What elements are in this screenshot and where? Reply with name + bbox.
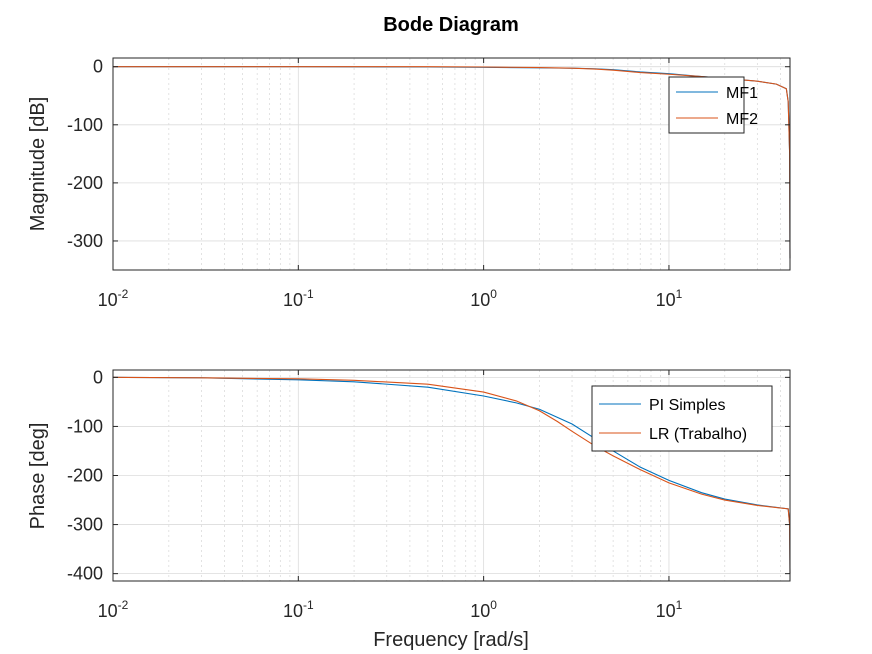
legend-label-mf2: MF2	[726, 111, 758, 128]
magnitude-axes-box	[112, 57, 791, 271]
y-tick-label: -100	[67, 416, 103, 436]
x-tick-label: 10-1	[283, 598, 314, 621]
phase-ticks: 10-2 10-1 100 101 0 -100 -200 -300 -400	[67, 367, 790, 621]
phase-legend-box	[591, 385, 773, 452]
x-tick-label: 10-2	[98, 287, 129, 310]
magnitude-grid	[112, 58, 790, 270]
y-tick-label: 0	[93, 57, 103, 77]
x-tick-label: 10-1	[283, 287, 314, 310]
x-tick-label: 101	[656, 598, 683, 621]
magnitude-ylabel: Magnitude [dB]	[27, 97, 49, 232]
phase-legend: PI Simples LR (Trabalho)	[591, 385, 773, 452]
series-line-mf2	[113, 66, 791, 259]
magnitude-panel: 10-2 10-1 100 101 0 -100 -200 -300 Magnitude [d…	[27, 57, 791, 310]
legend-label-lr-trabalho: LR (Trabalho)	[649, 426, 747, 443]
frequency-xlabel: Frequency [rad/s]	[373, 629, 529, 651]
magnitude-series	[113, 66, 791, 259]
y-tick-label: -200	[67, 173, 103, 193]
magnitude-legend: MF1 MF2	[668, 76, 758, 134]
y-tick-label: -400	[67, 564, 103, 584]
y-tick-label: -300	[67, 515, 103, 535]
legend-label-mf1: MF1	[726, 85, 758, 102]
legend-label-pi-simples: PI Simples	[649, 397, 725, 414]
y-tick-label: -200	[67, 466, 103, 486]
y-tick-label: -300	[67, 231, 103, 251]
series-line-lr-trabalho	[112, 376, 791, 574]
x-tick-label: 100	[470, 287, 497, 310]
phase-ylabel: Phase [deg]	[27, 423, 49, 530]
x-tick-label: 100	[470, 598, 497, 621]
y-tick-label: 0	[93, 367, 103, 387]
figure-title: Bode Diagram	[383, 14, 519, 36]
y-tick-label: -100	[67, 115, 103, 135]
phase-panel: 10-2 10-1 100 101 0 -100 -200 -300 -400 Phase [d…	[27, 367, 791, 651]
magnitude-ticks: 10-2 10-1 100 101 0 -100 -200 -300	[67, 57, 790, 310]
x-tick-label: 10-2	[98, 598, 129, 621]
x-tick-label: 101	[656, 287, 683, 310]
magnitude-legend-box	[668, 76, 745, 134]
